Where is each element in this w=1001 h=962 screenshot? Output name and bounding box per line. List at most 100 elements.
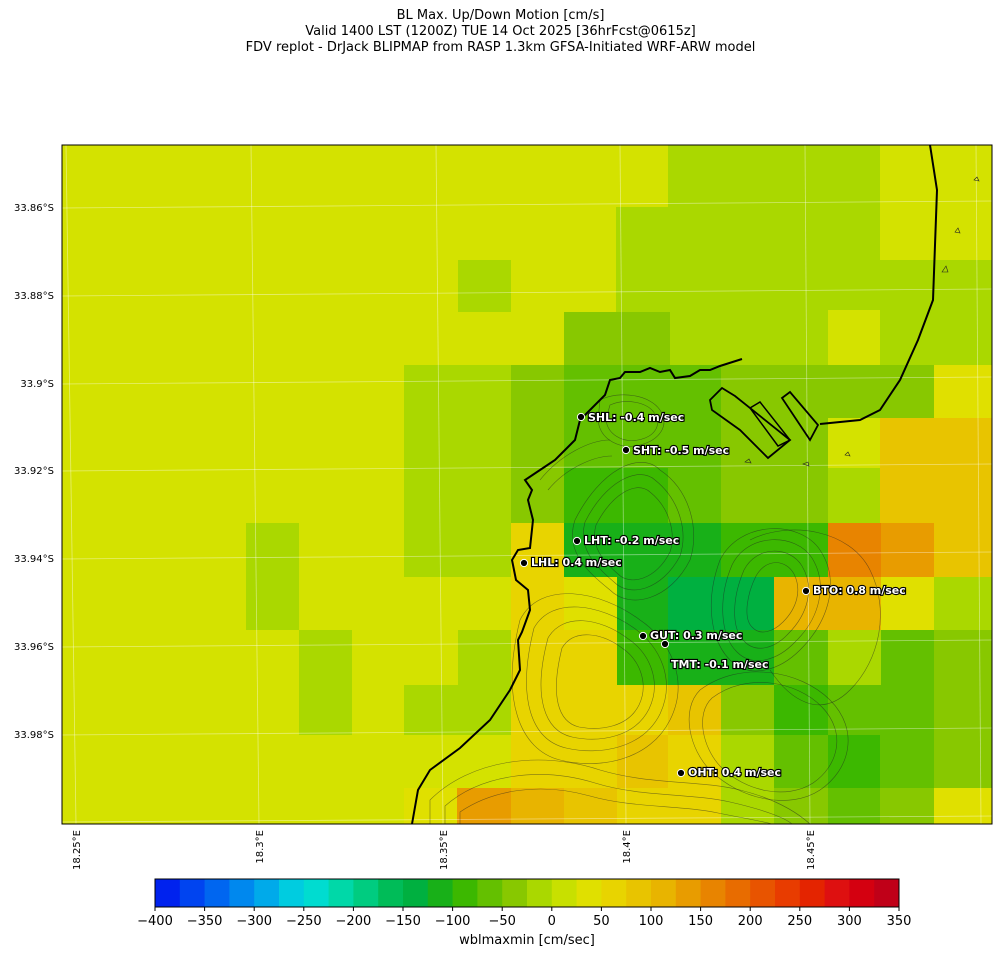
grid-cell [668,630,721,685]
grid-cell [617,468,668,523]
colorbar-frame [154,878,900,908]
colorbar-tick-label: −100 [435,914,471,929]
grid-cell [511,365,564,523]
colorbar-swatch [279,879,305,907]
colorbar-tick-label: −200 [336,914,372,929]
grid-cell [404,577,511,630]
grid-cell [511,685,564,735]
colorbar-swatch [378,879,404,907]
lat-label: 33.98°S [14,730,54,741]
grid-cell [828,630,881,685]
colorbar-swatch [824,879,850,907]
map-valid-time: Valid 1400 LST (1200Z) TUE 14 Oct 2025 [… [305,24,696,39]
map-frame [61,144,993,825]
grid-cell [828,685,934,735]
colorbar-swatch [155,879,181,907]
station-markers: SHL: -0.4 m/sec SHT: -0.5 m/sec LHT: -0.2 … [519,410,907,780]
grid-cell [458,630,511,685]
grid-cell [880,468,992,523]
station-label: TMT: -0.1 m/sec [671,658,768,671]
colorbar-swatch [452,879,478,907]
colorbar-swatch [799,879,825,907]
grid-cell [880,260,992,365]
grid-cell [564,365,617,468]
grid-cell [457,788,511,824]
grid-cell [934,735,992,788]
lon-label: 18.25°E [72,830,83,870]
station-marker [676,768,686,778]
station-marker [572,536,582,546]
colorbar-swatch [750,879,776,907]
station-bto: BTO: 0.8 m/sec [801,583,907,598]
station-gut: GUT: 0.3 m/sec [638,628,744,643]
colorbar-swatch [725,879,751,907]
lon-label: 18.3°E [255,830,266,864]
colorbar-label: wblmaxmin [cm/sec] [459,933,595,948]
station-label: SHT: -0.5 m/sec [633,444,729,457]
station-lht: LHT: -0.2 m/sec [572,533,680,548]
grid-cell [564,577,617,630]
grid-cell [617,735,668,788]
grid-cell [721,523,828,577]
colorbar-swatch [775,879,801,907]
grid-cell [668,523,721,577]
colorbar-tick-label: 200 [738,914,763,929]
grid-cell [828,735,880,788]
colorbar: −400 −350 −300 −250 −200 −150 −100 −50 0 50 100 150… [137,878,912,948]
grid-cell [774,735,828,788]
grid-cell [934,788,992,824]
grid-cell [246,523,299,630]
colorbar-tick-label: 0 [548,914,556,929]
colorbar-swatch [254,879,280,907]
grid-cell [934,418,992,471]
colorbar-swatch [651,879,677,907]
axis-labels: 33.86°S 33.88°S 33.9°S 33.92°S 33.94°S 33.96°… [14,203,817,870]
grid-cell [881,577,934,630]
colorbar-swatch [576,879,602,907]
colorbar-swatch [403,879,429,907]
lat-label: 33.86°S [14,203,54,214]
station-label: GUT: 0.3 m/sec [650,629,742,642]
grid-cell [617,577,668,630]
colorbar-tick-label: 350 [887,914,912,929]
grid-cell [668,685,721,735]
colorbar-swatch [328,879,354,907]
grid-cell [934,630,992,685]
lon-label: 18.4°E [622,830,633,864]
lon-label: 18.45°E [806,830,817,870]
grid-cell [668,468,721,523]
grid-cell [775,365,828,468]
colorbar-tick-label: 100 [639,914,664,929]
lat-label: 33.88°S [14,291,54,302]
grid-cell [880,788,934,824]
lat-lon-graticule [62,145,992,824]
lat-label: 33.96°S [14,642,54,653]
grid-cell [934,365,992,418]
grid-cell [564,685,668,735]
station-sht: SHT: -0.5 m/sec [621,443,730,458]
lon-label: 18.35°E [439,830,450,870]
colorbar-tick-label: 150 [688,914,713,929]
colorbar-swatch [229,879,255,907]
grid-cell [774,685,828,735]
map-title: BL Max. Up/Down Motion [cm/s] [396,8,605,23]
colorbar-swatch [303,879,329,907]
colorbar-tick-label: −150 [385,914,421,929]
grid-cell [721,365,775,468]
station-label: OHT: 0.4 m/sec [688,766,781,779]
grid-cell [934,577,992,630]
colorbar-swatch [502,879,528,907]
colorbar-swatch [874,879,900,907]
colorbar-swatch [427,879,453,907]
grid-cell [828,468,880,523]
grid-cell [458,260,511,312]
colorbar-tick-label: −250 [286,914,322,929]
station-shl: SHL: -0.4 m/sec [576,410,685,425]
colorbar-tick-label: −400 [137,914,173,929]
colorbar-tick-label: −50 [488,914,515,929]
station-label: SHL: -0.4 m/sec [588,411,684,424]
grid-cell [774,577,828,630]
station-lhl: LHL: 0.4 m/sec [519,555,623,570]
grid-cell [617,365,721,468]
